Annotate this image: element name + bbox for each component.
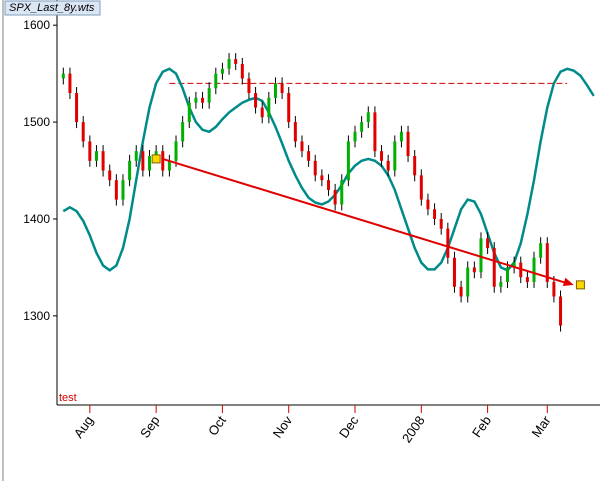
price-bar — [247, 78, 251, 94]
price-bar — [406, 131, 410, 156]
price-bar — [360, 122, 364, 132]
price-bar — [366, 112, 370, 123]
price-bar — [413, 155, 417, 176]
price-bar — [240, 63, 244, 79]
price-bar — [559, 296, 563, 326]
price-bar — [492, 248, 496, 287]
price-bar — [181, 122, 185, 142]
price-bar — [254, 93, 258, 108]
note: test — [59, 392, 77, 404]
price-bar — [327, 180, 330, 190]
price-bar — [293, 122, 297, 142]
price-bar — [154, 151, 158, 156]
price-bar — [353, 131, 357, 142]
price-bar — [313, 160, 317, 176]
y-tick-label: 1300 — [23, 309, 50, 323]
price-bar — [552, 281, 556, 297]
price-bar — [174, 141, 178, 161]
price-bar — [380, 151, 384, 161]
price-bar — [419, 175, 423, 200]
price-bar — [525, 277, 529, 282]
price-bar — [61, 73, 65, 79]
price-bar — [220, 68, 224, 74]
trend-line — [162, 157, 567, 284]
price-bar — [439, 218, 443, 229]
price-bar — [141, 151, 145, 171]
price-bar — [452, 257, 456, 287]
price-bar — [333, 189, 337, 205]
price-bar — [472, 267, 476, 273]
y-tick-label: 1500 — [23, 115, 50, 129]
price-bar — [386, 160, 390, 171]
price-bar — [545, 243, 549, 282]
price-bar — [167, 160, 171, 171]
price-bar — [393, 141, 397, 171]
price-bar — [161, 151, 165, 171]
price-bar — [214, 73, 218, 89]
price-bar — [207, 88, 211, 103]
price-bar — [194, 97, 198, 103]
price-bar — [479, 238, 483, 273]
price-bar — [121, 180, 125, 200]
price-bar — [88, 141, 92, 161]
price-bar — [260, 107, 264, 118]
title-tab[interactable] — [4, 0, 101, 16]
price-bar — [94, 151, 98, 161]
price-bar — [512, 262, 516, 268]
price-bar — [373, 112, 377, 152]
price-bar — [234, 59, 238, 64]
price-bar — [399, 131, 403, 142]
price-bar — [300, 141, 304, 152]
price-bar — [320, 175, 324, 181]
price-bar — [114, 180, 118, 200]
y-tick-label: 1400 — [23, 212, 50, 226]
price-bar — [201, 97, 205, 103]
price-bar — [446, 228, 450, 258]
price-bar — [346, 141, 350, 181]
arrow-head — [562, 277, 574, 286]
price-bar — [273, 83, 277, 98]
anchor-start — [151, 154, 161, 164]
price-bar — [108, 170, 112, 181]
price-bar — [68, 73, 72, 94]
price-bar — [134, 151, 138, 161]
price-bar — [75, 93, 79, 123]
price-bar — [539, 243, 543, 258]
price-bar — [433, 209, 437, 219]
price-bar — [340, 180, 344, 205]
anchor-end — [575, 280, 585, 290]
cycle-line — [62, 67, 595, 272]
price-bar — [459, 286, 463, 297]
price-bar — [267, 97, 271, 118]
price-bar — [486, 238, 490, 249]
price-bar — [81, 122, 85, 142]
price-bar — [426, 199, 430, 210]
price-bar — [499, 281, 503, 287]
price-bar — [532, 257, 536, 282]
price-bar — [128, 160, 132, 181]
price-bar — [280, 83, 284, 94]
price-bar — [227, 59, 231, 69]
price-bar — [506, 267, 509, 282]
price-bar — [187, 102, 191, 123]
price-bar — [466, 267, 470, 297]
price-bar — [148, 155, 151, 171]
price-bar — [101, 151, 105, 171]
price-bar — [307, 151, 311, 161]
price-bar — [287, 93, 291, 123]
y-tick-label: 1600 — [23, 18, 50, 32]
chart-title: SPX_Last_8y.wts — [9, 2, 95, 14]
